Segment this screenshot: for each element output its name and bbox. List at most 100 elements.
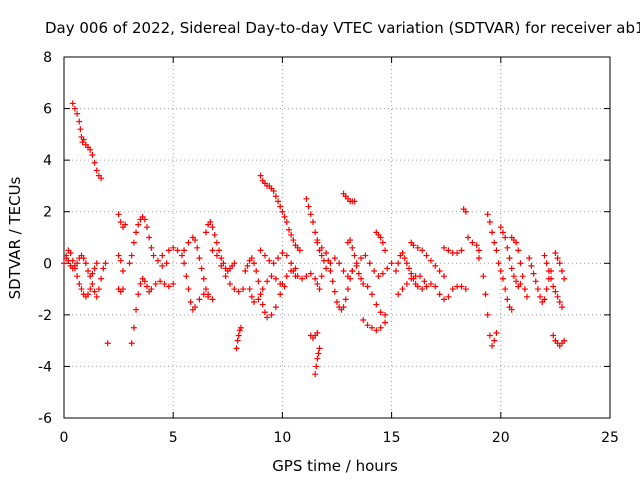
data-point bbox=[218, 262, 225, 269]
data-point bbox=[318, 244, 325, 251]
data-point bbox=[366, 260, 373, 267]
data-point bbox=[89, 280, 96, 287]
data-point bbox=[382, 319, 389, 326]
data-point bbox=[117, 257, 124, 264]
data-point bbox=[251, 298, 258, 305]
data-point bbox=[170, 244, 177, 251]
data-point bbox=[480, 273, 487, 280]
data-point bbox=[355, 270, 362, 277]
data-point bbox=[510, 273, 517, 280]
data-point bbox=[384, 265, 391, 272]
data-point bbox=[556, 298, 563, 305]
data-point bbox=[61, 260, 67, 267]
data-point bbox=[342, 296, 349, 303]
data-point bbox=[234, 337, 241, 344]
data-point bbox=[436, 268, 443, 275]
data-point bbox=[351, 252, 358, 259]
data-point bbox=[497, 224, 504, 231]
data-point bbox=[423, 252, 430, 259]
data-point bbox=[285, 226, 292, 233]
y-axis-label: SDTVAR / TECUs bbox=[6, 176, 24, 299]
data-point bbox=[283, 219, 290, 226]
data-point bbox=[202, 286, 209, 293]
data-point bbox=[436, 291, 443, 298]
data-point bbox=[508, 265, 515, 272]
data-point bbox=[323, 265, 330, 272]
plot-frame bbox=[63, 56, 611, 419]
data-point bbox=[331, 255, 338, 262]
data-point bbox=[141, 216, 148, 223]
data-point bbox=[373, 327, 380, 334]
data-point bbox=[399, 249, 406, 256]
data-point bbox=[454, 249, 461, 256]
chart-title: Day 006 of 2022, Sidereal Day-to-day VTE… bbox=[45, 19, 640, 37]
data-point bbox=[537, 293, 544, 300]
data-point bbox=[441, 244, 448, 251]
data-point bbox=[275, 255, 282, 262]
data-point bbox=[360, 280, 367, 287]
y-tick-label: -2 bbox=[38, 308, 52, 324]
data-point bbox=[290, 237, 297, 244]
data-point bbox=[202, 229, 209, 236]
data-point bbox=[281, 213, 288, 220]
data-point bbox=[504, 296, 511, 303]
data-point bbox=[379, 239, 386, 246]
data-point bbox=[135, 221, 142, 228]
data-point bbox=[462, 208, 469, 215]
data-point bbox=[556, 260, 563, 267]
data-point bbox=[347, 237, 354, 244]
data-point bbox=[261, 252, 268, 259]
data-point bbox=[222, 273, 229, 280]
data-point bbox=[548, 275, 555, 282]
x-tick-label: 25 bbox=[601, 430, 619, 446]
data-point bbox=[299, 275, 306, 282]
y-tick-label: 0 bbox=[43, 256, 52, 272]
data-point bbox=[469, 239, 476, 246]
data-point bbox=[316, 345, 323, 352]
data-point bbox=[458, 247, 465, 254]
x-tick-label: 5 bbox=[169, 430, 178, 446]
y-tick-label: -4 bbox=[38, 359, 52, 375]
data-point bbox=[74, 273, 81, 280]
data-point bbox=[264, 314, 271, 321]
data-point bbox=[74, 110, 81, 117]
data-point bbox=[226, 280, 233, 287]
data-point bbox=[495, 260, 502, 267]
data-point bbox=[486, 332, 493, 339]
data-point bbox=[272, 193, 279, 200]
data-point bbox=[313, 363, 320, 370]
data-point bbox=[178, 252, 185, 259]
data-point bbox=[87, 146, 94, 153]
data-point bbox=[388, 260, 395, 267]
data-point bbox=[534, 286, 541, 293]
data-point bbox=[484, 311, 491, 318]
grid-layer bbox=[64, 57, 610, 418]
data-point bbox=[100, 265, 107, 272]
data-point bbox=[253, 268, 260, 275]
data-point bbox=[493, 247, 500, 254]
data-point bbox=[196, 296, 203, 303]
data-point bbox=[375, 273, 382, 280]
data-point bbox=[550, 332, 557, 339]
data-point bbox=[519, 273, 526, 280]
data-point bbox=[218, 255, 225, 262]
data-point bbox=[340, 304, 347, 311]
data-point bbox=[279, 208, 286, 215]
data-point bbox=[89, 151, 96, 158]
data-point bbox=[541, 296, 548, 303]
data-point bbox=[264, 278, 271, 285]
data-point bbox=[137, 280, 144, 287]
data-point bbox=[71, 105, 78, 112]
data-point bbox=[475, 247, 482, 254]
data-point bbox=[312, 275, 319, 282]
data-point bbox=[327, 260, 334, 267]
data-point bbox=[251, 260, 258, 267]
data-point bbox=[82, 260, 89, 267]
data-point bbox=[312, 371, 319, 378]
data-point bbox=[281, 283, 288, 290]
data-point bbox=[499, 275, 506, 282]
data-point bbox=[554, 255, 561, 262]
data-point bbox=[133, 229, 140, 236]
data-point bbox=[294, 273, 301, 280]
